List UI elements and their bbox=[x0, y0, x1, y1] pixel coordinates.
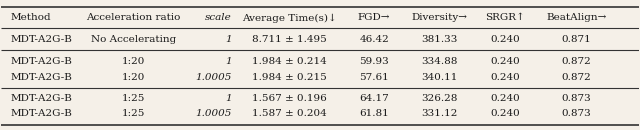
Text: Acceleration ratio: Acceleration ratio bbox=[86, 13, 181, 22]
Text: 331.12: 331.12 bbox=[421, 109, 458, 118]
Text: 1.984 ± 0.215: 1.984 ± 0.215 bbox=[252, 73, 327, 82]
Text: 1:25: 1:25 bbox=[122, 94, 145, 103]
Text: 59.93: 59.93 bbox=[359, 57, 389, 66]
Text: MDT-A2G-B: MDT-A2G-B bbox=[10, 109, 72, 118]
Text: 0.240: 0.240 bbox=[490, 109, 520, 118]
Text: 1: 1 bbox=[225, 35, 232, 44]
Text: SRGR↑: SRGR↑ bbox=[485, 13, 525, 22]
Text: 334.88: 334.88 bbox=[421, 57, 458, 66]
Text: 340.11: 340.11 bbox=[421, 73, 458, 82]
Text: Average Time(s)↓: Average Time(s)↓ bbox=[243, 13, 337, 22]
Text: 8.711 ± 1.495: 8.711 ± 1.495 bbox=[252, 35, 327, 44]
Text: FGD→: FGD→ bbox=[358, 13, 390, 22]
Text: 0.240: 0.240 bbox=[490, 94, 520, 103]
Text: 1.984 ± 0.214: 1.984 ± 0.214 bbox=[252, 57, 327, 66]
Text: MDT-A2G-B: MDT-A2G-B bbox=[10, 73, 72, 82]
Text: 1.0005: 1.0005 bbox=[195, 73, 232, 82]
Text: 0.240: 0.240 bbox=[490, 57, 520, 66]
Text: 1:20: 1:20 bbox=[122, 57, 145, 66]
Text: MDT-A2G-B: MDT-A2G-B bbox=[10, 94, 72, 103]
Text: scale: scale bbox=[205, 13, 232, 22]
Text: BeatAlign→: BeatAlign→ bbox=[547, 13, 607, 22]
Text: 1: 1 bbox=[225, 94, 232, 103]
Text: 0.873: 0.873 bbox=[562, 94, 591, 103]
Text: 0.240: 0.240 bbox=[490, 35, 520, 44]
Text: 1.0005: 1.0005 bbox=[195, 109, 232, 118]
Text: 64.17: 64.17 bbox=[359, 94, 389, 103]
Text: 0.873: 0.873 bbox=[562, 109, 591, 118]
Text: 1:25: 1:25 bbox=[122, 109, 145, 118]
Text: 0.872: 0.872 bbox=[562, 57, 591, 66]
Text: 326.28: 326.28 bbox=[421, 94, 458, 103]
Text: 0.240: 0.240 bbox=[490, 73, 520, 82]
Text: 1.567 ± 0.196: 1.567 ± 0.196 bbox=[252, 94, 327, 103]
Text: MDT-A2G-B: MDT-A2G-B bbox=[10, 35, 72, 44]
Text: Diversity→: Diversity→ bbox=[412, 13, 467, 22]
Text: MDT-A2G-B: MDT-A2G-B bbox=[10, 57, 72, 66]
Text: 1:20: 1:20 bbox=[122, 73, 145, 82]
Text: 46.42: 46.42 bbox=[359, 35, 389, 44]
Text: 381.33: 381.33 bbox=[421, 35, 458, 44]
Text: Method: Method bbox=[10, 13, 51, 22]
Text: 57.61: 57.61 bbox=[359, 73, 389, 82]
Text: No Accelerating: No Accelerating bbox=[91, 35, 176, 44]
Text: 1.587 ± 0.204: 1.587 ± 0.204 bbox=[252, 109, 327, 118]
Text: 0.871: 0.871 bbox=[562, 35, 591, 44]
Text: 0.872: 0.872 bbox=[562, 73, 591, 82]
Text: 1: 1 bbox=[225, 57, 232, 66]
Text: 61.81: 61.81 bbox=[359, 109, 389, 118]
